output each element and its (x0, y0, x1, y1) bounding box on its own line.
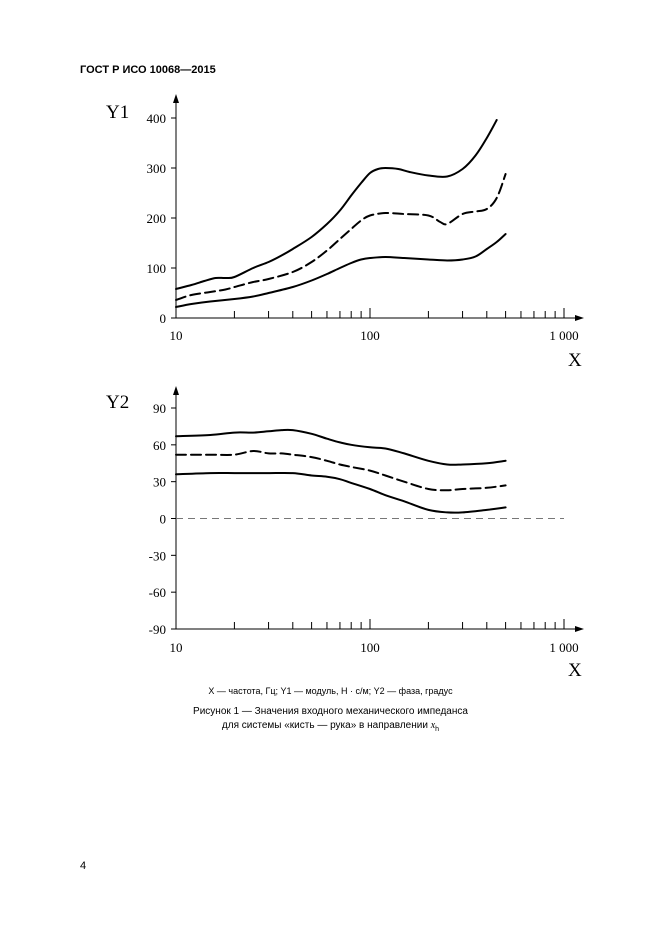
y-tick-label: 100 (147, 261, 167, 276)
series-line-2 (175, 449, 507, 492)
y-tick-label: 200 (147, 211, 167, 226)
y-tick-label: 60 (153, 438, 166, 453)
series-line-1 (175, 119, 498, 290)
x-tick-label: 10 (170, 328, 183, 343)
axis-legend: X — частота, Гц; Y1 — модуль, Н · с/м; Y… (208, 686, 453, 696)
y-axis-arrow (173, 386, 179, 395)
x-tick-label: 10 (170, 640, 183, 655)
figure-caption-line2: для системы «кисть — рука» в направлении… (0, 719, 661, 737)
x-tick-label: 100 (360, 640, 380, 655)
y-axis-arrow (173, 94, 179, 103)
y-tick-label: 0 (160, 311, 167, 326)
y-tick-label: -30 (149, 548, 166, 563)
x-tick-label: 1 000 (549, 328, 578, 343)
y-tick-label: 300 (147, 161, 167, 176)
y-tick-label: -60 (149, 585, 166, 600)
series-line-2 (175, 173, 507, 301)
figure-caption-line1: Рисунок 1 — Значения входного механическ… (193, 706, 468, 717)
chart-1: Y1 X 10 100 1 000 0 100 200 300 400 (106, 94, 584, 371)
x-tick-label: 100 (360, 328, 380, 343)
direction-symbol: x (430, 720, 436, 731)
y-tick-label: 30 (153, 475, 166, 490)
figure-caption-line2-text: для системы «кисть — рука» в направлении (221, 720, 431, 731)
series-line-1 (175, 428, 507, 466)
x-axis-title: X (568, 350, 582, 371)
x-axis-arrow (575, 626, 584, 632)
y-tick-label: 90 (153, 401, 166, 416)
y-tick-label: -90 (149, 622, 166, 637)
chart-2: Y2 X 10 100 1 000 -90 -60 -30 0 30 60 90 (106, 386, 584, 681)
series-line-3 (175, 233, 507, 308)
document-header: ГОСТ Р ИСО 10068—2015 (80, 64, 216, 76)
page-number: 4 (80, 860, 87, 872)
y-tick-label: 400 (147, 111, 167, 126)
y-axis-title: Y1 (106, 102, 129, 123)
series-line-3 (175, 471, 507, 514)
x-axis-title: X (568, 660, 582, 681)
y-tick-label: 0 (160, 512, 167, 527)
y-axis-title: Y2 (106, 392, 129, 413)
x-tick-label: 1 000 (549, 640, 578, 655)
direction-subscript: h (435, 726, 440, 733)
x-axis-arrow (575, 315, 584, 321)
